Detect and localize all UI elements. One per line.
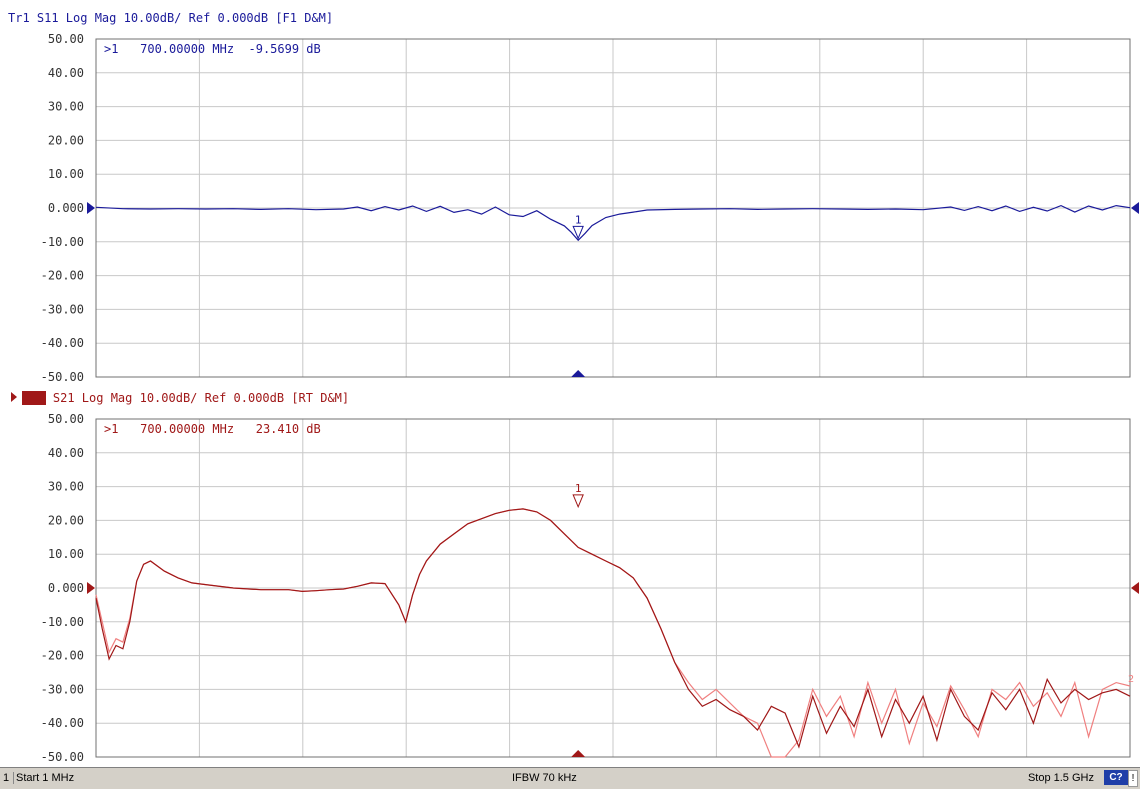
y-tick-label: 20.00 (48, 513, 84, 527)
trace-header: Tr1 S11 Log Mag 10.00dB/ Ref 0.000dB [F1… (8, 11, 333, 25)
marker-triangle-icon (572, 494, 584, 509)
marker-label: 1 (575, 213, 582, 226)
y-tick-label: -40.00 (41, 716, 84, 730)
y-tick-label: 50.00 (48, 412, 84, 426)
trace-panel-2: Tr2 S21 Log Mag 10.00dB/ Ref 0.000dB [RT… (11, 391, 1139, 764)
y-tick-label: 30.00 (48, 100, 84, 114)
trace-settings: S11 Log Mag 10.00dB/ Ref 0.000dB [F1 D&M… (30, 11, 333, 25)
memory-trace-label: 2 (1128, 674, 1134, 685)
y-tick-label: 0.000 (48, 201, 84, 215)
marker-position-icon (571, 370, 586, 377)
y-tick-label: 30.00 (48, 480, 84, 494)
y-tick-label: -10.00 (41, 615, 84, 629)
active-trace-arrow-icon (11, 392, 17, 402)
ref-level-left-icon (87, 202, 95, 214)
plot-frame (95, 38, 1131, 378)
trace-settings: S21 Log Mag 10.00dB/ Ref 0.000dB [RT D&M… (46, 391, 349, 405)
ref-level-right-icon (1131, 582, 1139, 594)
data-trace-line (95, 508, 1131, 749)
marker-position-icon (571, 750, 586, 757)
y-tick-label: -10.00 (41, 235, 84, 249)
trace-header: Tr2 S21 Log Mag 10.00dB/ Ref 0.000dB [RT… (24, 391, 349, 405)
y-tick-label: 10.00 (48, 547, 84, 561)
y-tick-label: -40.00 (41, 336, 84, 350)
active-trace-highlight (22, 391, 46, 405)
trace-label: Tr1 (8, 11, 30, 25)
y-tick-label: -30.00 (41, 682, 84, 696)
y-tick-label: -50.00 (41, 370, 84, 384)
y-tick-label: 40.00 (48, 446, 84, 460)
y-tick-label: 10.00 (48, 167, 84, 181)
calibration-badge[interactable]: C? (1104, 770, 1128, 785)
start-frequency[interactable]: Start 1 MHz (16, 772, 75, 784)
ifbw-setting[interactable]: IFBW 70 kHz (512, 772, 577, 784)
y-tick-label: 50.00 (48, 32, 84, 46)
y-tick-label: -20.00 (41, 649, 84, 663)
marker-label: 1 (575, 482, 582, 495)
marker-triangle-icon (572, 225, 584, 240)
y-tick-label: 40.00 (48, 66, 84, 80)
y-tick-label: -30.00 (41, 302, 84, 316)
plot-frame (95, 418, 1131, 758)
data-trace-line (95, 204, 1131, 242)
channel-status-bar: 1 Start 1 MHz IFBW 70 kHz Stop 1.5 GHz C… (0, 767, 1140, 789)
marker-readout: >1 700.00000 MHz 23.410 dB (104, 422, 321, 436)
warning-indicator[interactable]: ! (1128, 770, 1138, 787)
y-tick-label: 0.000 (48, 581, 84, 595)
stop-frequency[interactable]: Stop 1.5 GHz (1027, 772, 1094, 784)
y-tick-label: -50.00 (41, 750, 84, 764)
trace-panel-1: Tr1 S11 Log Mag 10.00dB/ Ref 0.000dB [F1… (8, 11, 1139, 384)
trace-plot-area: Tr1 S11 Log Mag 10.00dB/ Ref 0.000dB [F1… (8, 11, 1139, 764)
marker-readout: >1 700.00000 MHz -9.5699 dB (104, 42, 321, 56)
ref-level-left-icon (87, 582, 95, 594)
channel-number[interactable]: 1 (3, 772, 15, 784)
y-tick-label: 20.00 (48, 133, 84, 147)
y-tick-label: -20.00 (41, 269, 84, 283)
ref-level-right-icon (1131, 202, 1139, 214)
